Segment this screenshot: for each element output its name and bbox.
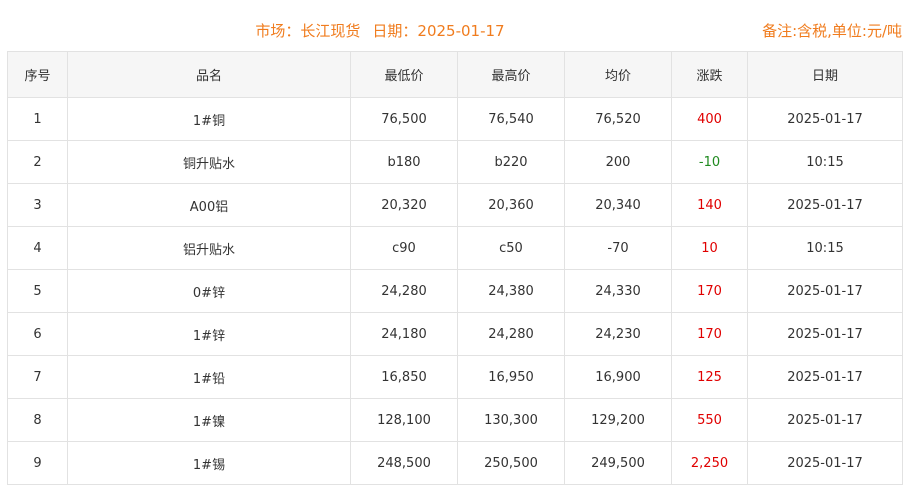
cell-date: 2025-01-17 <box>747 97 903 141</box>
cell-low: 24,280 <box>350 269 458 313</box>
cell-low: 24,180 <box>350 312 458 356</box>
market-info: 市场：长江现货 日期：2025-01-17 <box>0 20 760 41</box>
cell-low: 248,500 <box>350 441 458 485</box>
cell-index: 8 <box>7 398 68 442</box>
cell-change: 125 <box>671 355 748 399</box>
cell-avg: 20,340 <box>564 183 672 227</box>
table-row: 8 1#镍 128,100 130,300 129,200 550 2025-01-17 <box>7 398 903 442</box>
cell-index: 6 <box>7 312 68 356</box>
cell-date: 2025-01-17 <box>747 183 903 227</box>
header-col-change: 涨跌 <box>671 51 748 98</box>
cell-low: 128,100 <box>350 398 458 442</box>
cell-name: 1#铅 <box>67 355 351 399</box>
header-col-name: 品名 <box>67 51 351 98</box>
cell-high: 20,360 <box>457 183 565 227</box>
cell-low: 76,500 <box>350 97 458 141</box>
cell-low: 16,850 <box>350 355 458 399</box>
cell-high: 16,950 <box>457 355 565 399</box>
price-table: 序号 品名 最低价 最高价 均价 涨跌 日期 1 1#铜 76,500 76,540 76,520 4… <box>7 51 903 485</box>
cell-index: 5 <box>7 269 68 313</box>
cell-change: 140 <box>671 183 748 227</box>
header-col-index: 序号 <box>7 51 68 98</box>
cell-name: 1#铜 <box>67 97 351 141</box>
cell-date: 2025-01-17 <box>747 355 903 399</box>
cell-high: b220 <box>457 140 565 184</box>
cell-index: 1 <box>7 97 68 141</box>
cell-low: 20,320 <box>350 183 458 227</box>
cell-name: 铜升贴水 <box>67 140 351 184</box>
table-row: 7 1#铅 16,850 16,950 16,900 125 2025-01-17 <box>7 355 903 399</box>
table-row: 2 铜升贴水 b180 b220 200 -10 10:15 <box>7 140 903 184</box>
cell-high: 130,300 <box>457 398 565 442</box>
cell-date: 2025-01-17 <box>747 398 903 442</box>
cell-name: 1#镍 <box>67 398 351 442</box>
cell-date: 2025-01-17 <box>747 269 903 313</box>
table-row: 9 1#锡 248,500 250,500 249,500 2,250 2025-01-17 <box>7 441 903 485</box>
cell-change: 2,250 <box>671 441 748 485</box>
cell-change: 170 <box>671 269 748 313</box>
date-label: 日期：2025-01-17 <box>372 22 505 40</box>
cell-avg: 129,200 <box>564 398 672 442</box>
cell-change: 170 <box>671 312 748 356</box>
table-row: 3 A00铝 20,320 20,360 20,340 140 2025-01-17 <box>7 183 903 227</box>
cell-avg: 24,330 <box>564 269 672 313</box>
cell-high: 24,280 <box>457 312 565 356</box>
table-header: 序号 品名 最低价 最高价 均价 涨跌 日期 <box>7 51 903 98</box>
cell-change: 550 <box>671 398 748 442</box>
cell-name: 铝升贴水 <box>67 226 351 270</box>
table-row: 5 0#锌 24,280 24,380 24,330 170 2025-01-17 <box>7 269 903 313</box>
cell-high: 250,500 <box>457 441 565 485</box>
cell-date: 2025-01-17 <box>747 312 903 356</box>
cell-low: b180 <box>350 140 458 184</box>
header-col-date: 日期 <box>747 51 903 98</box>
page-header: 市场：长江现货 日期：2025-01-17 备注:含税,单位:元/吨 <box>0 0 912 51</box>
cell-index: 7 <box>7 355 68 399</box>
cell-name: 1#锌 <box>67 312 351 356</box>
cell-name: 1#锡 <box>67 441 351 485</box>
cell-index: 3 <box>7 183 68 227</box>
cell-index: 2 <box>7 140 68 184</box>
cell-low: c90 <box>350 226 458 270</box>
cell-change: -10 <box>671 140 748 184</box>
cell-index: 4 <box>7 226 68 270</box>
cell-date: 10:15 <box>747 226 903 270</box>
cell-high: 24,380 <box>457 269 565 313</box>
cell-index: 9 <box>7 441 68 485</box>
cell-avg: -70 <box>564 226 672 270</box>
cell-avg: 200 <box>564 140 672 184</box>
cell-high: c50 <box>457 226 565 270</box>
market-label: 市场：长江现货 <box>255 22 361 40</box>
cell-high: 76,540 <box>457 97 565 141</box>
cell-name: 0#锌 <box>67 269 351 313</box>
cell-change: 400 <box>671 97 748 141</box>
table-row: 4 铝升贴水 c90 c50 -70 10 10:15 <box>7 226 903 270</box>
cell-date: 2025-01-17 <box>747 441 903 485</box>
cell-date: 10:15 <box>747 140 903 184</box>
table-row: 6 1#锌 24,180 24,280 24,230 170 2025-01-17 <box>7 312 903 356</box>
cell-avg: 24,230 <box>564 312 672 356</box>
unit-note: 备注:含税,单位:元/吨 <box>762 22 902 40</box>
cell-avg: 76,520 <box>564 97 672 141</box>
header-col-high: 最高价 <box>457 51 565 98</box>
cell-avg: 249,500 <box>564 441 672 485</box>
cell-change: 10 <box>671 226 748 270</box>
header-col-low: 最低价 <box>350 51 458 98</box>
cell-avg: 16,900 <box>564 355 672 399</box>
header-col-avg: 均价 <box>564 51 672 98</box>
table-row: 1 1#铜 76,500 76,540 76,520 400 2025-01-17 <box>7 97 903 141</box>
cell-name: A00铝 <box>67 183 351 227</box>
